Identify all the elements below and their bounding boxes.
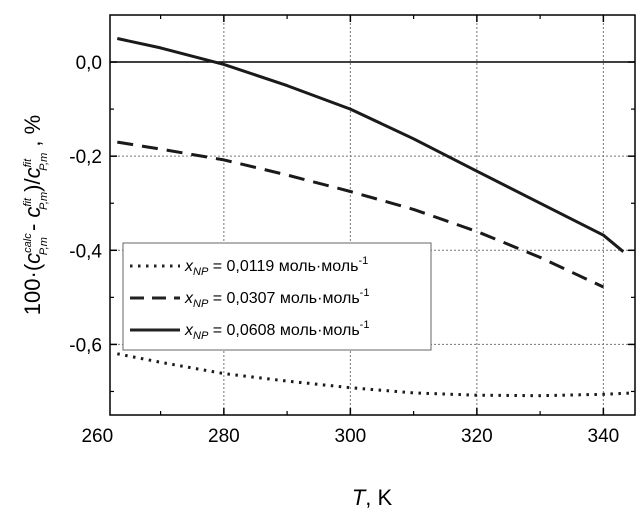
y-tick-label: -0,6: [69, 335, 102, 356]
legend-text-2: = 0,0307 моль·моль: [208, 290, 359, 307]
y-tick-label: -0,2: [69, 147, 102, 168]
legend-label-1: xNP = 0,0119 моль·моль-1: [184, 255, 368, 278]
x-axis-var: T: [352, 485, 367, 510]
y-axis-c2: c: [20, 207, 45, 218]
legend-sub-1: NP: [193, 266, 209, 278]
series-line-dashed: [117, 140, 605, 289]
legend-sub-3: NP: [193, 330, 209, 342]
series-group: [116, 37, 636, 398]
y-axis-calc: calc: [22, 233, 34, 253]
series-line-solid: [116, 37, 625, 253]
y-axis-sub3: P,m: [38, 153, 50, 171]
ticks: 260 280 300 320 340 0,0 -0,2 -0,4 -0,6: [69, 15, 635, 447]
x-tick-label: 340: [588, 426, 620, 447]
y-axis-sub2: P,m: [38, 192, 50, 210]
y-axis-minus: -: [20, 218, 45, 238]
legend-sub-2: NP: [193, 298, 209, 310]
y-axis-fit2: fit: [22, 158, 34, 168]
y-axis-close: )/: [20, 178, 45, 192]
legend-text-1: = 0,0119 моль·моль: [208, 258, 358, 275]
y-axis-fit1: fit: [22, 197, 34, 207]
y-axis-c3: c: [20, 167, 45, 178]
legend-label-3: xNP = 0,0608 моль·моль-1: [184, 319, 369, 342]
y-axis-c1: c: [20, 253, 45, 264]
y-axis-sub1: P,m: [38, 237, 50, 255]
y-axis-suffix: , %: [20, 115, 45, 153]
y-tick-label: -0,4: [69, 241, 102, 262]
legend-var-2: x: [184, 290, 194, 307]
y-axis-prefix: 100·(: [20, 263, 45, 315]
legend-sup-1: -1: [358, 255, 368, 267]
series-line-dotted: [117, 352, 636, 398]
legend-label-2: xNP = 0,0307 моль·моль-1: [184, 287, 369, 310]
x-tick-label: 320: [461, 426, 493, 447]
plot-area: [109, 14, 636, 416]
legend: xNP = 0,0119 моль·моль-1 xNP = 0,0307 мо…: [122, 242, 432, 351]
y-tick-label: 0,0: [76, 53, 102, 74]
x-axis-title: T, K: [352, 485, 393, 510]
legend-var-3: x: [184, 322, 194, 339]
x-tick-label: 260: [81, 426, 113, 447]
x-tick-label: 280: [208, 426, 240, 447]
legend-sup-2: -1: [360, 287, 370, 299]
legend-sup-3: -1: [360, 319, 370, 331]
x-tick-label: 300: [335, 426, 367, 447]
legend-text-3: = 0,0608 моль·моль: [208, 322, 359, 339]
legend-var-1: x: [184, 258, 194, 275]
y-axis-title: 100·(ccalc P,m - cfit P,m)/cfit P,m , %: [20, 115, 50, 315]
x-axis-unit: , K: [365, 485, 392, 510]
